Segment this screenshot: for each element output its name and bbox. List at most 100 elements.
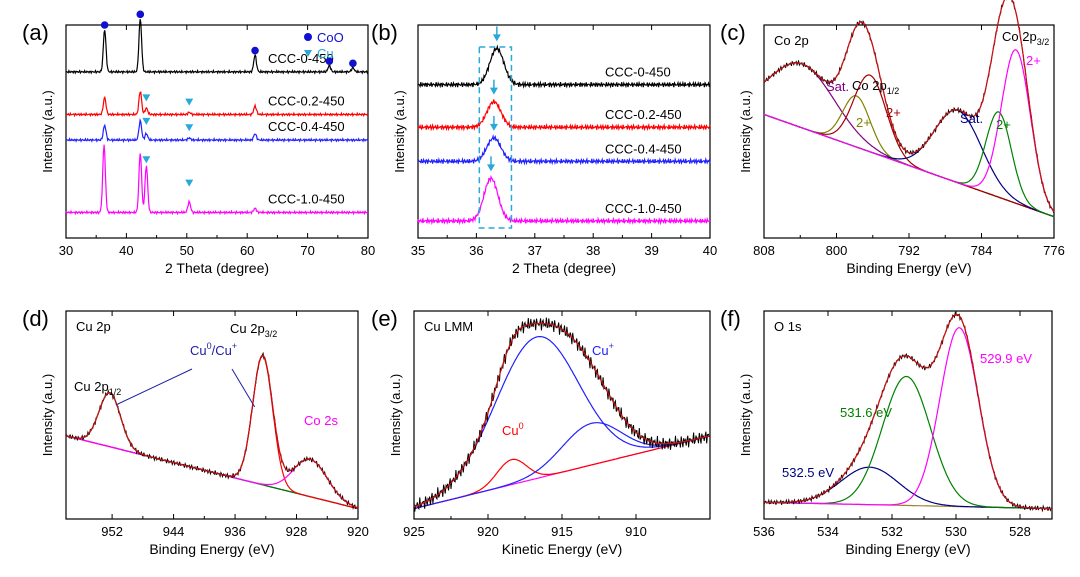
panel-c: (c) 808 800 792 784 776 Binding Energy (eV) Int…	[720, 0, 1065, 276]
x-tick-label: 60	[240, 243, 254, 258]
annotation-label: 529.9 eV	[980, 351, 1032, 366]
x-tick-label: 36	[469, 243, 483, 258]
x-tick-label: 38	[586, 243, 600, 258]
x-tick-label: 528	[1009, 524, 1031, 539]
y-axis-label: Intensity (a.u.)	[40, 90, 55, 172]
x-tick-label: 50	[180, 243, 194, 258]
series-CCC-0-450	[65, 19, 369, 75]
annotation-label: Cu 2p3/2	[230, 321, 277, 339]
panel-a: (a) 30 40 50 60 70 80 2 Theta (degree) Intensity…	[22, 10, 375, 276]
panel-f: (f) 536 534 532 530 528 Binding Energy (eV) Int…	[720, 306, 1053, 557]
x-tick-label: 952	[101, 524, 123, 539]
x-tick-label: 925	[403, 524, 425, 539]
x-tick-label: 920	[347, 524, 369, 539]
annotation-label: Co 2p3/2	[1002, 29, 1049, 47]
series-CCC-1.0-450	[417, 174, 711, 226]
x-axis-label: Binding Energy (eV)	[846, 260, 971, 276]
axes-frame	[65, 310, 359, 520]
peak-arrowhead	[489, 87, 498, 95]
cu-marker	[142, 94, 151, 102]
fit-component	[65, 392, 359, 510]
panel-label: (f)	[720, 306, 741, 331]
x-axis-label: Binding Energy (eV)	[845, 541, 970, 557]
fit-envelope	[65, 354, 359, 509]
raw-spectrum	[763, 311, 1053, 513]
fit-component	[763, 95, 1055, 218]
series-CCC-0.2-450	[65, 91, 369, 118]
series-label: CCC-0-450	[605, 65, 671, 80]
annotation-arrow	[231, 368, 256, 408]
cu-marker	[185, 179, 194, 187]
y-axis-label: Intensity (a.u.)	[40, 374, 55, 456]
cu-marker	[142, 117, 151, 125]
highlight-box	[478, 46, 513, 229]
x-axis-label: 2 Theta (degree)	[512, 260, 616, 276]
panel-b: (b) 35 36 37 38 39 40 2 Theta (degree) Intensity…	[371, 20, 717, 276]
y-axis-label: Intensity (a.u.)	[392, 90, 407, 172]
x-tick-label: 915	[551, 524, 573, 539]
peak-arrowhead	[489, 123, 498, 131]
series-CCC-0-450	[417, 44, 711, 89]
raw-spectrum	[413, 317, 711, 512]
coo-marker	[100, 21, 109, 29]
fit-component	[763, 49, 1055, 213]
x-tick-label: 784	[971, 243, 993, 258]
fit-component	[413, 422, 711, 510]
annotation-label: Cu0/Cu+	[190, 341, 237, 358]
x-tick-label: 944	[163, 524, 185, 539]
fit-component	[65, 355, 359, 510]
series-CCC-1.0-450	[65, 144, 369, 216]
x-tick-label: 35	[411, 243, 425, 258]
annotation-label: 532.5 eV	[782, 465, 834, 480]
fit-envelope	[413, 322, 711, 508]
x-tick-label: 928	[286, 524, 308, 539]
legend-marker	[304, 33, 312, 41]
raw-spectrum	[65, 351, 359, 511]
legend-label: CoO	[317, 30, 344, 45]
x-tick-label: 536	[753, 524, 775, 539]
panel-title: O 1s	[774, 319, 802, 334]
x-axis-label: 2 Theta (degree)	[165, 260, 269, 276]
series-CCC-0.2-450	[417, 99, 711, 132]
annotation-label: Cu0	[502, 421, 524, 438]
peak-arrowhead	[487, 164, 495, 172]
annotation-label: Co 2p1/2	[852, 78, 899, 96]
x-tick-label: 37	[528, 243, 542, 258]
x-tick-label: 40	[703, 243, 717, 258]
series-label: CCC-0.2-450	[268, 93, 345, 108]
annotation-label: 2+	[1026, 53, 1041, 68]
x-tick-label: 800	[826, 243, 848, 258]
coo-marker	[325, 57, 334, 66]
axes-frame	[763, 310, 1053, 520]
series-label: CCC-1.0-450	[268, 191, 345, 206]
series-label: CCC-0.2-450	[605, 107, 682, 122]
x-tick-label: 792	[898, 243, 920, 258]
fit-envelope	[763, 0, 1055, 213]
series-CCC-0.4-450	[417, 134, 711, 166]
fit-component	[764, 375, 1052, 510]
annotation-label: Cu 2p1/2	[74, 379, 121, 397]
cu-marker	[185, 124, 194, 132]
annotation-label: 2+	[996, 117, 1011, 132]
panel-label: (b)	[371, 20, 398, 45]
x-tick-label: 910	[625, 524, 647, 539]
series-label: CCC-1.0-450	[605, 201, 682, 216]
coo-marker	[349, 59, 357, 68]
annotation-label: 2+	[856, 115, 871, 130]
legend-marker	[304, 50, 312, 57]
x-tick-label: 530	[945, 524, 967, 539]
cu-marker	[185, 98, 194, 106]
annotation-arrow	[115, 368, 193, 406]
annotation-label: Sat.	[960, 111, 983, 126]
annotation-label: Cu+	[592, 341, 614, 358]
series-CCC-0.4-450	[65, 117, 369, 143]
legend-label: Cu	[317, 46, 334, 61]
panel-title: Cu 2p	[76, 319, 111, 334]
x-tick-label: 30	[59, 243, 73, 258]
x-axis-label: Kinetic Energy (eV)	[502, 541, 623, 557]
x-tick-label: 70	[300, 243, 314, 258]
series-label: CCC-0-450	[268, 51, 334, 66]
series-label: CCC-0.4-450	[268, 119, 345, 134]
panel-d: (d) 952 944 936 928 920 Binding Energy (eV) Int…	[22, 306, 369, 557]
